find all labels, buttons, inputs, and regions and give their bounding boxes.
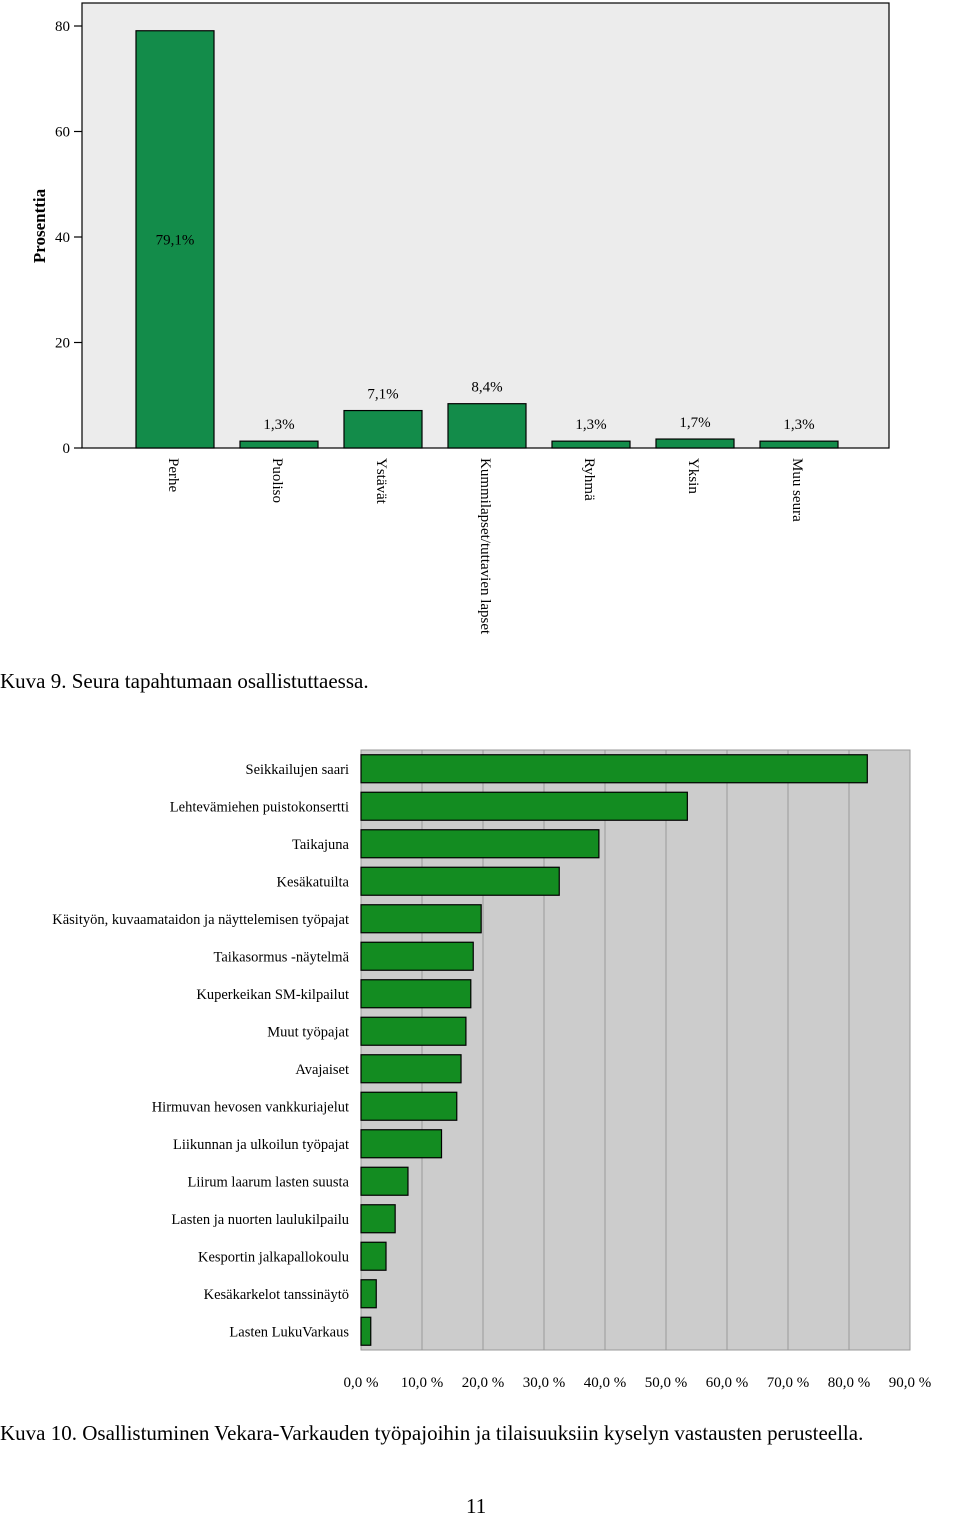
chart1-value-label: 1,3% <box>575 417 606 433</box>
chart1-y-axis-title: Prosenttia <box>30 188 49 263</box>
chart2-category-label: Avajaiset <box>295 1062 349 1078</box>
chart2-bar <box>360 866 560 896</box>
chart2-category-label: Lasten LukuVarkaus <box>229 1324 349 1340</box>
chart2-x-tick-label: 10,0 % <box>401 1375 444 1391</box>
chart2-bar <box>360 979 472 1009</box>
chart2-x-tick-label: 20,0 % <box>462 1375 505 1391</box>
chart1-category-label: Muu seura <box>789 458 805 522</box>
chart2-category-label: Käsityön, kuvaamataidon ja näyttelemisen… <box>52 912 349 928</box>
chart2-category-label: Taikajuna <box>292 837 350 853</box>
chart2-category-label: Taikasormus -näytelmä <box>214 949 350 965</box>
chart2-bar <box>360 1091 458 1121</box>
chart1-bar <box>447 403 527 449</box>
chart2-x-tick-label: 40,0 % <box>584 1375 627 1391</box>
chart2-category-label: Seikkailujen saari <box>246 762 349 778</box>
chart1-value-label: 1,3% <box>783 417 814 433</box>
caption-kuva-10: Kuva 10. Osallistuminen Vekara-Varkauden… <box>0 1421 864 1445</box>
chart2-x-tick-label: 30,0 % <box>523 1375 566 1391</box>
chart1-bar <box>135 30 215 449</box>
chart2-bar <box>360 1166 409 1196</box>
chart2-bar <box>360 941 474 971</box>
chart2-x-tick-label: 80,0 % <box>828 1375 871 1391</box>
chart2-category-label: Kesäkarkelot tanssinäytö <box>204 1287 349 1303</box>
chart1-category-label: Kummilapset/tuttavien lapset <box>477 458 493 635</box>
chart2-category-label: Muut työpajat <box>267 1024 349 1040</box>
chart2-bar <box>360 1054 462 1084</box>
chart1-category-label: Perhe <box>165 458 181 492</box>
chart-osallistuminen: Seikkailujen saari Lehtevämiehen puistoko… <box>52 749 932 1391</box>
chart2-category-label: Kesportin jalkapallokoulu <box>198 1249 349 1265</box>
chart1-category-label: Ystävät <box>373 458 389 505</box>
chart1-value-label: 1,7% <box>679 415 710 431</box>
chart2-bar <box>360 829 600 859</box>
chart1-plot-area <box>81 2 890 449</box>
chart2-category-label: Kuperkeikan SM-kilpailut <box>196 987 349 1003</box>
chart2-bar <box>360 754 868 784</box>
chart2-bar <box>360 1241 387 1271</box>
chart1-y-tick-label: 0 <box>63 441 71 457</box>
chart2-x-tick-label: 70,0 % <box>767 1375 810 1391</box>
chart1-y-tick-label: 20 <box>55 336 70 352</box>
chart2-bar <box>360 1204 396 1234</box>
chart1-bar <box>239 440 319 449</box>
chart2-bar <box>360 1279 377 1309</box>
chart1-y-tick-label: 80 <box>55 19 70 35</box>
chart1-value-label: 7,1% <box>367 387 398 403</box>
chart1-y-tick-label: 40 <box>55 230 70 246</box>
chart1-value-label: 8,4% <box>471 380 502 396</box>
chart1-bar <box>655 438 735 449</box>
chart2-bar <box>360 1316 372 1346</box>
chart2-category-label: Liirum laarum lasten suusta <box>188 1174 350 1190</box>
chart-seura: Prosenttia 0 20 40 60 80 79,1% 1,3% 7,1% 8,4% 1,… <box>30 2 890 635</box>
chart2-category-label: Lasten ja nuorten laulukilpailu <box>171 1212 349 1228</box>
chart1-y-tick-label: 60 <box>55 125 70 141</box>
chart2-x-tick-label: 90,0 % <box>889 1375 932 1391</box>
chart2-bar <box>360 1016 467 1046</box>
chart2-x-tick-label: 60,0 % <box>706 1375 749 1391</box>
chart1-category-label: Yksin <box>685 458 701 494</box>
chart2-bar <box>360 1129 443 1159</box>
chart1-value-label: 79,1% <box>156 232 195 248</box>
chart2-category-label: Kesäkatuilta <box>277 874 350 890</box>
chart2-x-tick-label: 0,0 % <box>344 1375 379 1391</box>
chart1-category-label: Ryhmä <box>581 458 597 501</box>
chart1-bar <box>551 440 631 449</box>
chart2-category-label: Lehtevämiehen puistokonsertti <box>170 799 349 815</box>
page-number: 11 <box>466 1494 487 1518</box>
chart1-bar <box>343 409 423 449</box>
chart1-bar <box>759 440 839 449</box>
chart2-category-label: Hirmuvan hevosen vankkuriajelut <box>152 1099 349 1115</box>
chart1-category-label: Puoliso <box>269 458 285 503</box>
chart2-bar <box>360 791 688 821</box>
chart1-value-label: 1,3% <box>263 417 294 433</box>
chart2-x-tick-label: 50,0 % <box>645 1375 688 1391</box>
caption-kuva-9: Kuva 9. Seura tapahtumaan osallistuttaes… <box>0 669 369 693</box>
chart2-category-label: Liikunnan ja ulkoilun työpajat <box>173 1137 349 1153</box>
chart2-bar <box>360 904 482 934</box>
